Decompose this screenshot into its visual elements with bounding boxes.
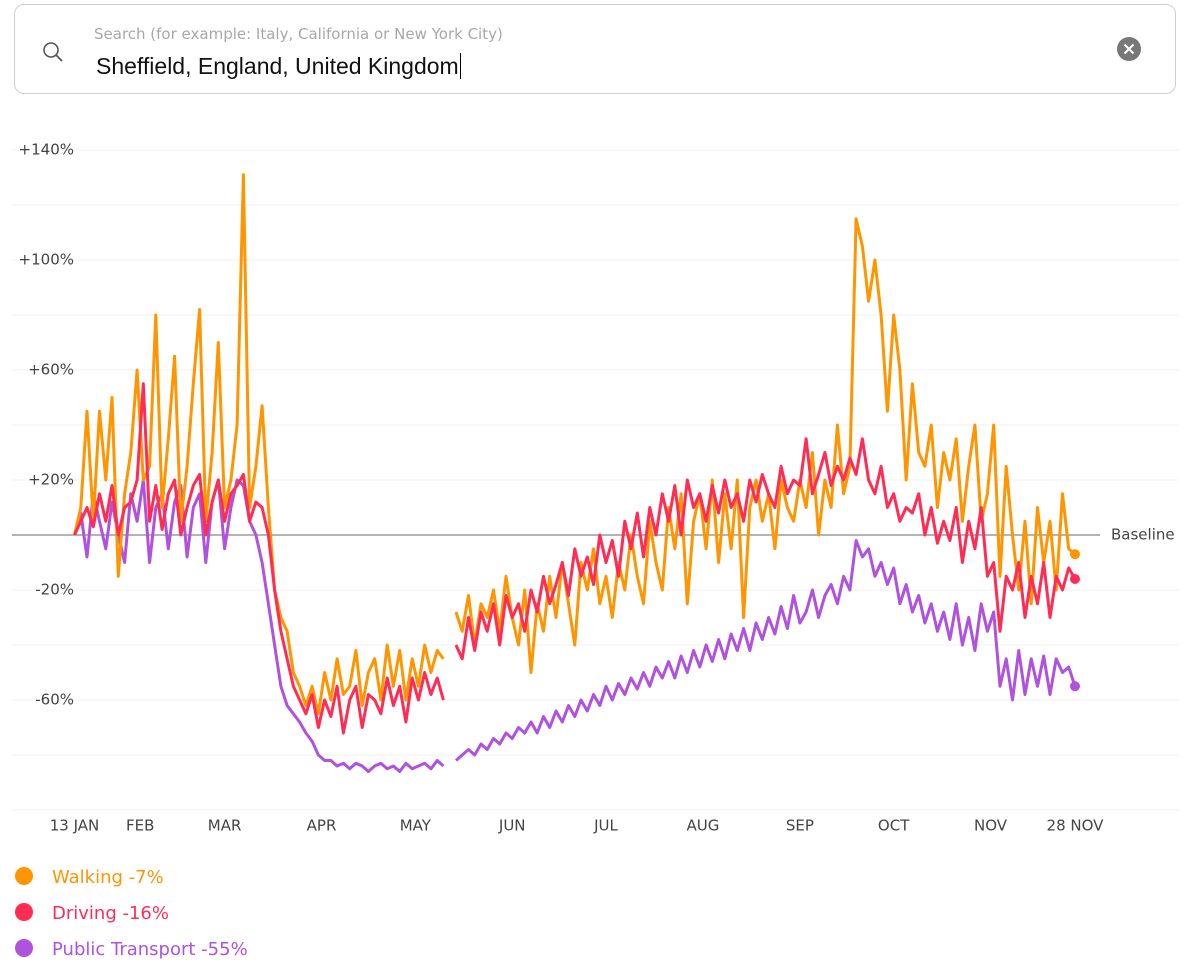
series-line — [73, 478, 445, 773]
end-point — [1069, 574, 1080, 584]
series-line — [454, 217, 1076, 674]
legend-marker — [15, 903, 33, 921]
search-query[interactable]: Sheffield, England, United Kingdom — [96, 53, 461, 80]
x-tick-label: JUN — [498, 817, 526, 835]
x-tick-label: FEB — [126, 817, 154, 835]
y-tick-label: -60% — [35, 691, 74, 709]
series-line — [73, 382, 445, 735]
clear-button[interactable] — [1115, 35, 1143, 63]
x-tick-label: 28 NOV — [1047, 817, 1105, 835]
caret — [459, 53, 461, 79]
y-tick-label: -20% — [35, 581, 74, 599]
legend-label: Walking -7% — [52, 867, 164, 888]
end-point — [1069, 681, 1080, 692]
y-tick-label: +60% — [28, 361, 74, 379]
query-text: Sheffield, England, United Kingdom — [96, 53, 459, 79]
end-point — [1069, 549, 1080, 560]
x-tick-label: 13 JAN — [50, 817, 100, 835]
x-tick-label: OCT — [878, 817, 910, 835]
legend-label: Public Transport -55% — [52, 939, 248, 960]
x-tick-label: JUL — [593, 817, 618, 835]
search-icon — [43, 42, 63, 62]
search-placeholder: Search (for example: Italy, California o… — [94, 25, 503, 43]
x-tick-label: NOV — [974, 817, 1008, 835]
y-tick-label: +100% — [19, 251, 74, 269]
y-tick-label: +140% — [19, 141, 74, 159]
legend-marker — [15, 939, 33, 957]
series-line — [455, 539, 1077, 762]
baseline-label: Baseline — [1111, 526, 1175, 544]
search-box[interactable]: Search (for example: Italy, California o… — [14, 4, 1176, 94]
legend-marker — [15, 867, 33, 885]
legend-label: Driving -16% — [52, 903, 169, 924]
x-tick-label: MAY — [400, 817, 432, 835]
x-tick-label: SEP — [786, 817, 814, 835]
y-tick-label: +20% — [28, 471, 74, 489]
x-tick-label: MAR — [208, 817, 242, 835]
series-line — [73, 173, 445, 716]
series-line — [454, 437, 1077, 661]
x-tick-label: APR — [307, 817, 337, 835]
x-tick-label: AUG — [687, 817, 720, 835]
